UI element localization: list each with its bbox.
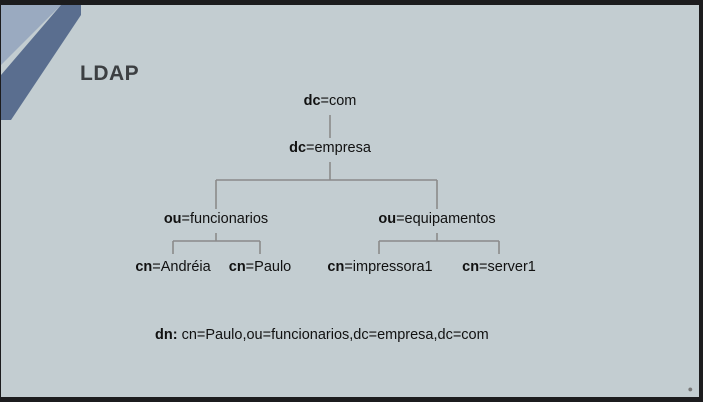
node-cn-server1: cn=server1	[462, 259, 536, 275]
node-ou-equipamentos: ou=equipamentos	[378, 211, 496, 227]
node-dc-empresa: dc=empresa	[289, 140, 371, 156]
player-logo-icon: ●	[687, 384, 693, 394]
node-ou-funcionarios: ou=funcionarios	[163, 211, 269, 227]
slide-title: LDAP	[80, 62, 140, 85]
node-cn-impressora1: cn=impressora1	[327, 259, 433, 275]
node-cn-paulo: cn=Paulo	[228, 259, 292, 275]
distinguished-name: dn: cn=Paulo,ou=funcionarios,dc=empresa,…	[155, 327, 489, 343]
corner-decoration	[1, 5, 81, 120]
slide: LDAP dc=com dc=empresa ou=funcionarios o…	[1, 5, 699, 397]
node-cn-andreia: cn=Andréia	[135, 259, 211, 275]
node-dc-com: dc=com	[303, 93, 357, 109]
tree-connectors	[172, 115, 500, 254]
